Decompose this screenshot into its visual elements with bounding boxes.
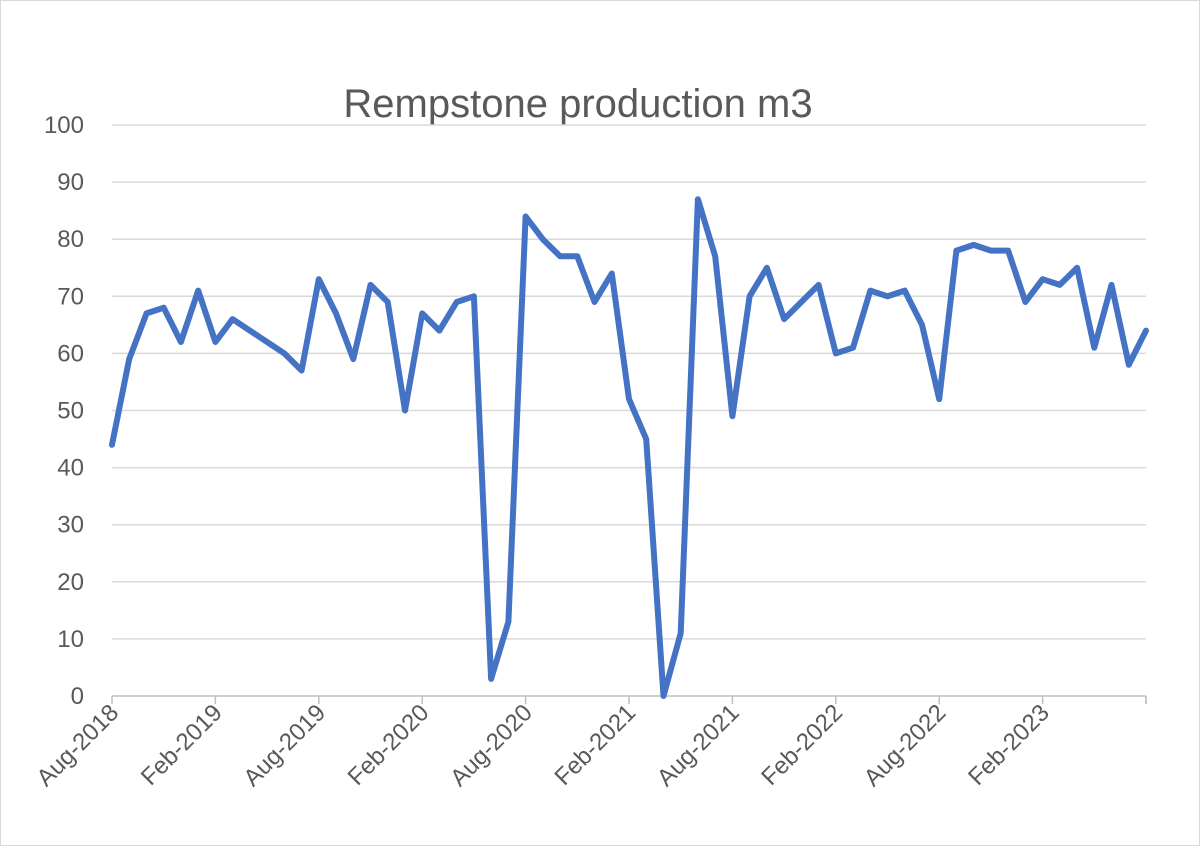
x-tick-label: Feb-2021	[549, 699, 641, 791]
x-axis: Aug-2018 Feb-2019 Aug-2019 Feb-2020 Aug-2020…	[32, 695, 1147, 792]
x-tick-label: Aug-2020	[445, 699, 538, 792]
x-tick-label: Feb-2023	[963, 699, 1055, 791]
y-axis-ticks: 0 10 20 30 40 50 60 70 80 90 100	[44, 112, 84, 710]
x-tick-label: Feb-2020	[343, 699, 435, 791]
y-tick-label: 80	[57, 226, 84, 253]
y-tick-label: 40	[57, 455, 84, 482]
x-tick-label: Feb-2022	[756, 699, 848, 791]
series-line	[109, 196, 1149, 699]
y-tick-label: 90	[57, 169, 84, 196]
x-tick-label: Aug-2022	[859, 699, 952, 792]
x-tick-label: Feb-2019	[136, 699, 228, 791]
x-tick-label: Aug-2021	[652, 699, 745, 792]
x-tick-label: Aug-2019	[238, 699, 331, 792]
y-tick-label: 30	[57, 512, 84, 539]
y-tick-label: 60	[57, 340, 84, 367]
y-tick-label: 70	[57, 283, 84, 310]
series-group	[109, 196, 1149, 699]
y-tick-label: 10	[57, 626, 84, 653]
y-tick-label: 100	[44, 112, 84, 139]
x-tick-label: Aug-2018	[32, 699, 125, 792]
chart-title: Rempstone production m3	[343, 82, 812, 126]
y-tick-label: 20	[57, 569, 84, 596]
y-tick-label: 0	[71, 683, 84, 710]
y-tick-label: 50	[57, 398, 84, 425]
